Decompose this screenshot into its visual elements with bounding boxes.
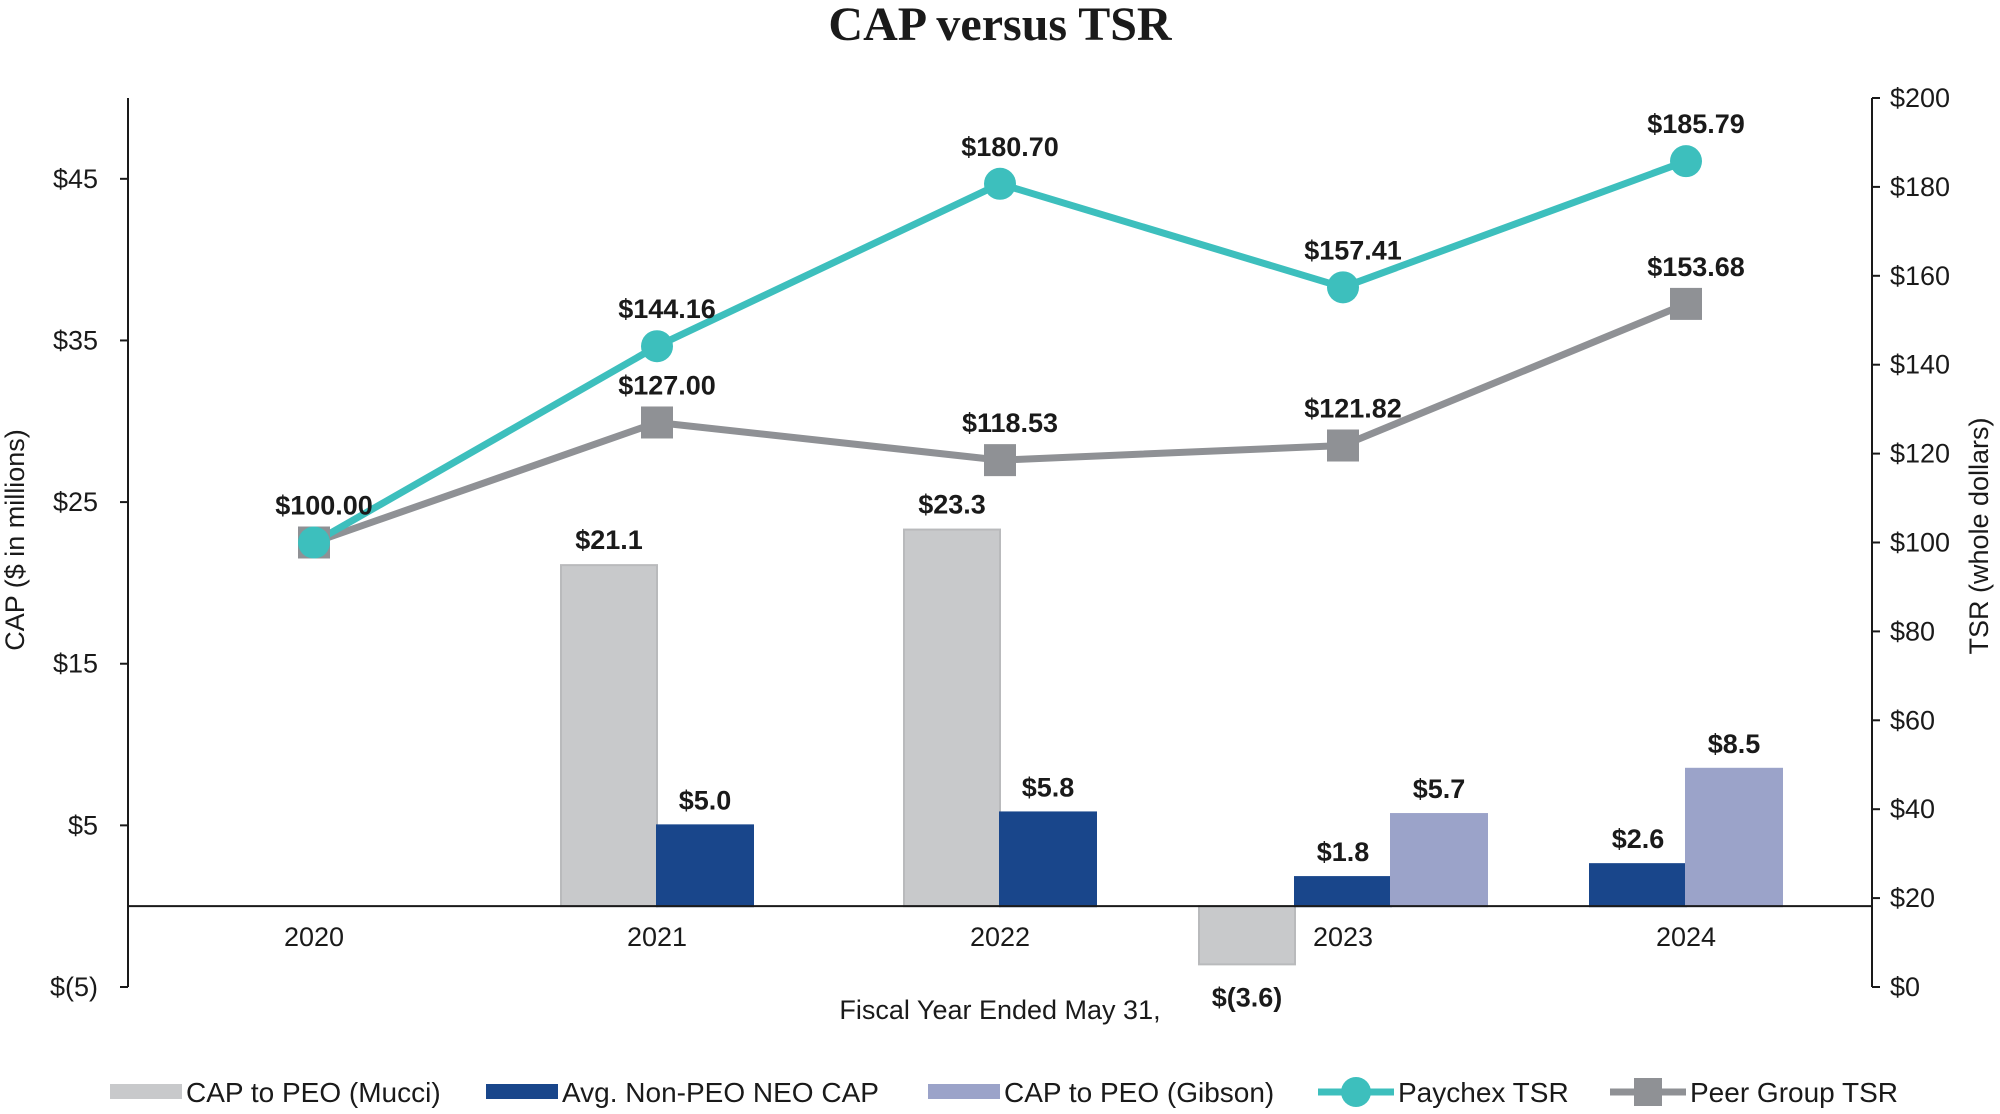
peer-point-2024 (1670, 287, 1702, 320)
x-tick-label-2023: 2023 (1313, 922, 1373, 952)
bar-2-2024 (1685, 767, 1783, 908)
bar-1-2024 (1589, 863, 1687, 908)
paychex-point-2024 (1670, 145, 1702, 178)
left-tick-label: $25 (53, 487, 98, 517)
line-label-1-2021: $127.00 (618, 370, 716, 400)
left-tick-label: $5 (68, 810, 98, 840)
legend-marker-4 (1634, 1078, 1662, 1106)
right-tick-label: $100 (1890, 528, 1950, 558)
line-label-0-2021: $144.16 (618, 294, 716, 324)
right-tick-label: $180 (1890, 172, 1950, 202)
chart-title: CAP versus TSR (828, 0, 1173, 51)
right-tick-label: $140 (1890, 350, 1950, 380)
lines-layer (298, 145, 1702, 559)
peer-point-2022 (984, 444, 1016, 477)
legend-label-1: Avg. Non-PEO NEO CAP (562, 1077, 879, 1108)
legend-label-0: CAP to PEO (Mucci) (186, 1077, 441, 1108)
bar-label-0-2022: $23.3 (918, 490, 986, 520)
axes-layer: $(5) $5 $15 $25 $35 $45 $0 $20 $40 $60 $80 $100 $120… (50, 83, 1950, 1002)
bar-0-2023 (1198, 905, 1296, 966)
left-axis-title: CAP ($ in millions) (0, 429, 30, 651)
paychex-point-2021 (641, 330, 673, 363)
paychex-point-2023 (1327, 271, 1359, 304)
line-paychex-tsr (312, 157, 1688, 546)
line-label-1-2022: $118.53 (962, 408, 1058, 438)
bar-1-2021 (656, 824, 754, 908)
legend-marker-3 (1341, 1077, 1371, 1107)
bars-layer (560, 528, 1783, 966)
right-tick-label: $40 (1890, 794, 1935, 824)
paychex-point-2020 (298, 526, 330, 559)
left-tick-label: $45 (53, 164, 98, 194)
bar-label-0-2023: $(3.6) (1212, 982, 1283, 1012)
bar-label-2-2023: $5.7 (1413, 774, 1466, 804)
bar-label-0-2021: $21.1 (575, 525, 643, 555)
bar-label-1-2023: $1.8 (1317, 837, 1370, 867)
bar-1-2023 (1294, 876, 1392, 908)
legend-swatch-1 (486, 1084, 558, 1099)
legend: CAP to PEO (Mucci) Avg. Non-PEO NEO CAP CA… (110, 1077, 1898, 1108)
x-tick-label-2022: 2022 (970, 922, 1030, 952)
legend-swatch-0 (110, 1084, 182, 1099)
x-tick-label-2020: 2020 (284, 922, 344, 952)
legend-swatch-2 (928, 1084, 1000, 1099)
line-label-1-2023: $121.82 (1304, 394, 1402, 424)
x-tick-label-2021: 2021 (627, 922, 687, 952)
right-tick-label: $160 (1890, 261, 1950, 291)
left-tick-label: $35 (53, 325, 98, 355)
peer-point-2021 (641, 406, 673, 439)
x-axis-title: Fiscal Year Ended May 31, (839, 995, 1160, 1025)
bar-label-2-2024: $8.5 (1708, 729, 1761, 759)
right-tick-label: $80 (1890, 616, 1935, 646)
line-label-1-2024: $153.68 (1647, 252, 1745, 282)
line-label-0-2023: $157.41 (1304, 235, 1402, 265)
line-label-0-2022: $180.70 (961, 132, 1059, 162)
line-label-1-2020: $100.00 (275, 491, 373, 521)
right-tick-label: $120 (1890, 439, 1950, 469)
peer-point-2023 (1327, 429, 1359, 462)
left-tick-label: $15 (53, 649, 98, 679)
bar-label-1-2022: $5.8 (1022, 772, 1075, 802)
right-tick-label: $20 (1890, 883, 1935, 913)
line-label-0-2024: $185.79 (1647, 109, 1745, 139)
legend-label-4: Peer Group TSR (1690, 1077, 1898, 1108)
bar-label-1-2021: $5.0 (679, 785, 732, 815)
left-tick-label: $(5) (50, 972, 98, 1002)
legend-label-2: CAP to PEO (Gibson) (1004, 1077, 1274, 1108)
right-axis-title: TSR (whole dollars) (1964, 417, 1994, 654)
x-tick-label-2024: 2024 (1656, 922, 1716, 952)
bar-1-2022 (999, 811, 1097, 908)
bar-0-2022 (903, 528, 1001, 908)
bar-2-2023 (1390, 813, 1488, 908)
data-labels-layer: $21.1 $5.0 $23.3 $5.8 $(3.6) $1.8 $5.7 $2.6 $8.5… (275, 109, 1760, 1012)
right-tick-label: $60 (1890, 705, 1935, 735)
right-tick-label: $0 (1890, 972, 1920, 1002)
bar-0-2021 (560, 564, 658, 908)
bar-label-1-2024: $2.6 (1612, 824, 1665, 854)
right-tick-label: $200 (1890, 83, 1950, 113)
paychex-point-2022 (984, 167, 1016, 200)
legend-label-3: Paychex TSR (1398, 1077, 1569, 1108)
